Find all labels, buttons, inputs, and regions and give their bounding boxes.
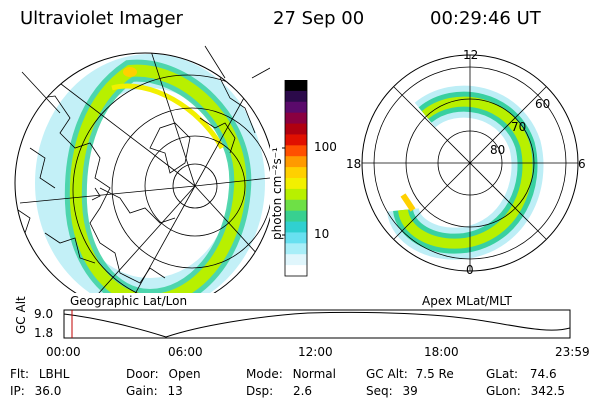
status-flt: Flt: LBHL [10,367,69,381]
colorbar-segment [285,134,307,146]
status-door: Door: Open [126,367,201,381]
colorbar-gradient [285,80,307,277]
mlt-label-12: 12 [463,48,479,62]
altitude-plot-frame [63,309,571,339]
colorbar-segment [285,265,307,277]
status-mode-value: Normal [292,367,336,381]
status-seq: Seq: 39 [366,384,418,398]
time-label: 00:29:46 UT [430,8,541,29]
colorbar-segment [285,167,307,179]
mlt-label-18: 18 [346,157,362,171]
status-mode-label: Mode: [246,367,283,381]
colorbar-segment [285,210,307,223]
altitude-plot [63,309,571,339]
status-gain-label: Gain: [126,384,158,398]
colorbar-segment [285,145,307,157]
colorbar-segment [285,123,307,135]
mlat-label-70: 70 [511,120,527,134]
coastlines [15,77,256,284]
magnetic-map-panel [361,54,579,272]
colorbar-segment [285,101,307,114]
status-ip: IP: 36.0 [10,384,61,398]
altitude-ytick-high: 9.0 [34,307,54,321]
status-door-value: Open [168,367,201,381]
altitude-xtick-0: 00:00 [46,345,81,359]
colorbar-segment [285,254,307,266]
apex-caption: Apex MLat/MLT [422,294,512,308]
mlt-label-0: 0 [466,263,474,277]
status-glat: GLat: 74.6 [486,367,557,381]
lat-circle-60 [111,107,270,269]
status-ip-value: 36.0 [34,384,62,398]
colorbar-segment [285,156,307,168]
status-dsp: Dsp: 2.6 [246,384,312,398]
colorbar-segment [285,188,307,201]
colorbar-tick-10-label: 10 [314,227,330,241]
outer-meridians [21,45,270,114]
altitude-xtick-1: 06:00 [168,345,203,359]
status-ip-label: IP: [10,384,25,398]
mlat-label-60: 60 [535,97,551,111]
altitude-curve [63,311,571,338]
date-label: 27 Sep 00 [273,8,365,29]
mlt-label-6: 6 [578,157,586,171]
status-gcalt-label: GC Alt: [366,367,408,381]
colorbar-segment [285,199,307,212]
status-seq-value: 39 [402,384,418,398]
status-gcalt-value: 7.5 Re [415,367,454,381]
status-seq-label: Seq: [366,384,393,398]
colorbar-segment [285,80,307,92]
status-gain-value: 13 [167,384,183,398]
status-door-label: Door: [126,367,159,381]
auroral-oval-core [69,64,247,293]
colorbar-tick-100-label: 100 [314,140,337,154]
altitude-ytick-low: 1.8 [34,326,54,340]
altitude-xtick-2: 12:00 [298,345,333,359]
status-glat-value: 74.6 [529,367,557,381]
status-glon: GLon: 342.5 [486,384,565,398]
status-flt-value: LBHL [38,367,70,381]
colorbar-segment [285,221,307,233]
status-flt-label: Flt: [10,367,29,381]
altitude-ylabel: GC Alt [14,296,28,334]
colorbar-segment [285,243,307,255]
bright-patch-mag [400,193,416,212]
colorbar-segment [285,90,307,103]
colorbar-segment [285,232,307,244]
status-glon-value: 342.5 [530,384,565,398]
status-dsp-value: 2.6 [292,384,313,398]
altitude-xtick-3: 18:00 [424,345,459,359]
lat-circle-50 [72,74,270,293]
globe-outline [14,52,270,293]
instrument-title: Ultraviolet Imager [20,8,183,29]
status-dsp-label: Dsp: [246,384,274,398]
altitude-xtick-4: 23:59 [555,345,590,359]
mlt-lines [362,55,578,271]
auroral-oval-mag-core [398,96,533,249]
colorbar-frame [284,80,308,277]
status-glat-label: GLat: [486,367,519,381]
lat-circle-80 [172,163,218,209]
colorbar-unit-label: photon cm⁻²s⁻¹ [270,147,284,240]
status-gain: Gain: 13 [126,384,183,398]
status-gcalt: GC Alt: 7.5 Re [366,367,454,381]
colorbar-segment [285,178,307,190]
bright-spot [123,67,137,77]
auroral-oval-bright [111,83,225,150]
geographic-caption: Geographic Lat/Lon [70,294,188,308]
mlat-label-80: 80 [490,143,506,157]
colorbar-segment [285,112,307,125]
colorbar [282,80,308,277]
mag-outline [361,54,579,272]
lat-circle-70 [144,135,246,237]
geographic-map-panel [14,45,270,293]
status-mode: Mode: Normal [246,367,336,381]
status-glon-label: GLon: [486,384,521,398]
